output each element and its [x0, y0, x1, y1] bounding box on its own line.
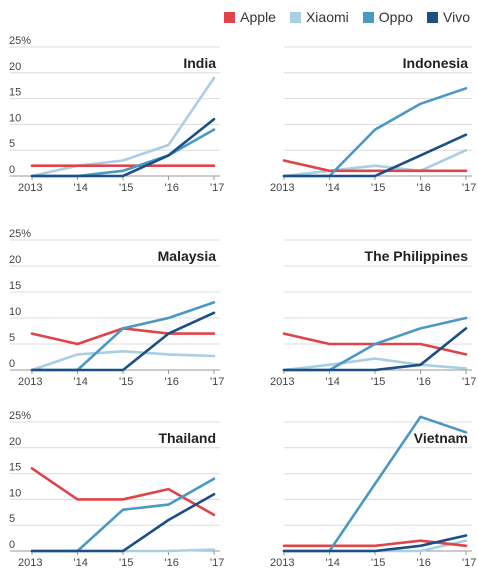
legend-swatch	[289, 11, 301, 23]
x-tick-label: '15	[119, 182, 133, 194]
y-tick-label: 20	[9, 436, 21, 448]
legend-label: Apple	[240, 9, 276, 25]
series-line-vivo	[282, 534, 468, 553]
x-tick-label: '16	[165, 376, 179, 388]
x-tick-label: '14	[74, 376, 88, 388]
legend-item-apple: Apple	[224, 9, 276, 25]
chart-panel-indonesia: 2013 '14 '15 '16 '17 Indonesia	[270, 46, 476, 194]
series-line-vivo	[30, 492, 216, 553]
chart-title: Thailand	[158, 430, 216, 446]
legend-item-oppo: Oppo	[362, 9, 414, 25]
x-tick-label: '14	[74, 182, 88, 194]
series-line-xiaomi	[282, 148, 468, 178]
x-tick-label: '15	[119, 376, 133, 388]
legend-label: Vivo	[443, 9, 470, 25]
series-line-xiaomi	[282, 357, 468, 372]
x-tick-label: 2013	[18, 557, 42, 569]
series-line-apple	[30, 467, 216, 517]
series-line-xiaomi	[30, 349, 216, 372]
x-tick-label: 2013	[18, 182, 42, 194]
y-tick-label: 0	[9, 539, 15, 551]
x-tick-label: '16	[417, 557, 431, 569]
x-tick-label: '14	[326, 557, 340, 569]
x-tick-label: '16	[165, 557, 179, 569]
x-tick-label: '15	[371, 182, 385, 194]
x-tick-label: '17	[210, 557, 224, 569]
series-line-xiaomi	[30, 76, 216, 178]
x-tick-label: 2013	[270, 557, 294, 569]
y-tick-label: 0	[9, 358, 15, 370]
legend-item-vivo: Vivo	[427, 9, 470, 25]
series-line-oppo	[30, 477, 216, 553]
legend-item-xiaomi: Xiaomi	[289, 9, 349, 25]
y-tick-label: 25%	[9, 410, 31, 422]
legend-label: Xiaomi	[305, 9, 349, 25]
chart-title: Malaysia	[158, 248, 217, 264]
x-tick-label: '14	[74, 557, 88, 569]
series-line-apple	[282, 159, 468, 173]
x-tick-label: '16	[417, 182, 431, 194]
x-tick-label: 2013	[18, 376, 42, 388]
x-tick-label: '14	[326, 376, 340, 388]
y-tick-label: 15	[9, 462, 21, 474]
legend-swatch	[427, 11, 439, 23]
x-tick-label: '15	[119, 557, 133, 569]
y-tick-label: 5	[9, 513, 15, 525]
y-tick-label: 15	[9, 87, 21, 99]
x-tick-label: '16	[165, 182, 179, 194]
y-tick-label: 25%	[9, 228, 31, 240]
y-tick-label: 25%	[9, 35, 31, 47]
y-tick-label: 5	[9, 332, 15, 344]
y-tick-label: 20	[9, 254, 21, 266]
x-tick-label: '16	[417, 376, 431, 388]
x-tick-label: '17	[462, 376, 476, 388]
y-tick-label: 20	[9, 61, 21, 73]
legend-swatch	[362, 11, 374, 23]
x-tick-label: '17	[210, 376, 224, 388]
chart-title: India	[183, 55, 216, 71]
series-line-apple	[30, 327, 216, 346]
y-tick-label: 10	[9, 112, 21, 124]
chart-title: Indonesia	[403, 55, 469, 71]
y-tick-label: 0	[9, 164, 15, 176]
x-tick-label: 2013	[270, 376, 294, 388]
x-tick-label: '17	[210, 182, 224, 194]
chart-panel-the-philippines: 2013 '14 '15 '16 '17 The Philippines	[270, 239, 476, 388]
x-tick-label: 2013	[270, 182, 294, 194]
y-tick-label: 15	[9, 280, 21, 292]
series-line-vivo	[282, 327, 468, 372]
x-tick-label: '17	[462, 182, 476, 194]
x-tick-label: '14	[326, 182, 340, 194]
legend-label: Oppo	[378, 9, 414, 25]
chart-panel-vietnam: 2013 '14 '15 '16 '17 Vietnam	[270, 415, 476, 569]
chart-title: The Philippines	[365, 248, 469, 264]
y-tick-label: 5	[9, 138, 15, 150]
series-line-vivo	[282, 133, 468, 178]
x-tick-label: '15	[371, 557, 385, 569]
series-line-vivo	[30, 117, 216, 178]
legend: Apple Xiaomi Oppo Vivo	[224, 9, 470, 25]
series-line-vivo	[30, 311, 216, 372]
x-tick-label: '17	[462, 557, 476, 569]
chart-title: Vietnam	[414, 430, 468, 446]
x-tick-label: '15	[371, 376, 385, 388]
legend-swatch	[224, 11, 236, 23]
y-tick-label: 10	[9, 487, 21, 499]
y-tick-label: 10	[9, 306, 21, 318]
